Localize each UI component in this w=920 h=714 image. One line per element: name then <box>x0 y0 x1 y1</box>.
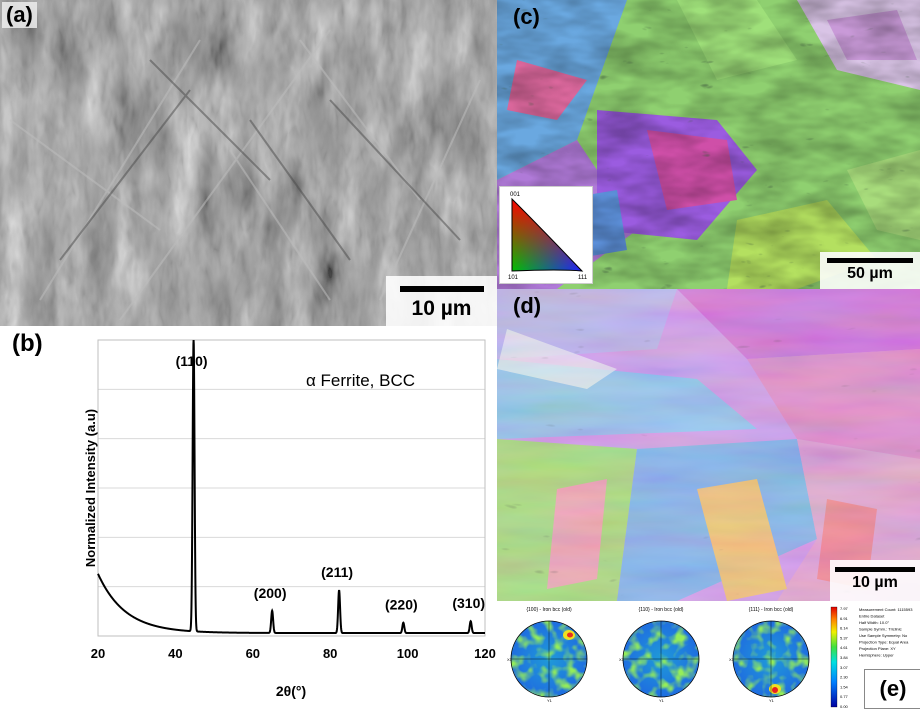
pole-figure-info-line: Use Sample Symmetry: No <box>859 633 908 638</box>
peak-label: (211) <box>321 564 353 580</box>
colorbar-tick-label: 3.84 <box>840 655 849 660</box>
axis-label-x1-1: X1 <box>507 657 513 662</box>
ipf-color-key: 001 101 111 <box>499 186 593 284</box>
scale-bar-box-d <box>830 560 920 601</box>
x-tick-label: 120 <box>474 646 496 661</box>
x-tick-label: 20 <box>91 646 105 661</box>
ebsd-map-d-panel: (d) 10 µm <box>497 289 920 601</box>
ipf-label-001: 001 <box>510 192 521 198</box>
ipf-triangle: 001 101 111 <box>508 192 588 281</box>
pole-figure-colorbar <box>830 606 838 708</box>
scale-bar-label-a: 10 µm <box>411 297 472 320</box>
phase-annotation: α Ferrite, BCC <box>306 371 415 390</box>
colorbar-tick-label: 5.37 <box>840 635 849 640</box>
xrd-chart: 20 40 60 80 100 120 (110) (200) (211) (220) (310)… <box>83 339 496 699</box>
colorbar-tick-label: 6.91 <box>840 616 849 621</box>
y-axis-label: Normalized Intensity (a.u) <box>83 409 98 567</box>
scale-bar-a <box>400 286 484 292</box>
x-tick-label: 60 <box>246 646 260 661</box>
plot-area-frame <box>97 339 486 637</box>
pole-figure-info-line: Sample Symm.: Triclinic <box>859 627 902 632</box>
scale-bar-box-a <box>386 276 497 326</box>
pole-figure-110 <box>622 620 700 698</box>
scale-bar-label-d: 10 µm <box>852 574 898 591</box>
x-tick-label: 80 <box>323 646 337 661</box>
pole-figure-111 <box>732 620 810 698</box>
colorbar-tick-label: 0.77 <box>840 694 849 699</box>
axis-label-y1-3: Y1 <box>769 698 775 703</box>
pole-figure-title-111: {111} - Iron bcc (old) <box>749 607 794 613</box>
peak-label: (310) <box>452 595 485 611</box>
x-tick-label: 40 <box>168 646 182 661</box>
ipf-label-101: 101 <box>508 275 519 281</box>
colorbar-tick-label: 4.61 <box>840 645 849 650</box>
peak-label: (110) <box>176 353 208 369</box>
axis-label-y1-1: Y1 <box>547 698 553 703</box>
ebsd-map-c-panel: 001 101 111 (c) 50 µm <box>497 0 920 289</box>
ipf-label-111: 111 <box>578 275 588 281</box>
pole-figure-100 <box>510 620 588 698</box>
pole-figure-info: Measurement Count: 1115593 Entire Dataset… <box>859 607 913 658</box>
chart-gridlines <box>98 388 485 588</box>
panel-label-c: (c) <box>513 4 540 29</box>
pole-figure-info-line: Projection Plane: XY <box>859 646 896 651</box>
sem-micrograph-image <box>0 0 497 326</box>
xrd-pattern-line <box>97 339 485 635</box>
colorbar-tick-label: 0.00 <box>840 704 849 709</box>
axis-label-y1-2: Y1 <box>659 698 665 703</box>
pole-figures-image: {100} - Iron bcc (old) {110} - Iron bcc … <box>507 606 913 709</box>
pole-figure-title-110: {110} - Iron bcc (old) <box>639 607 684 613</box>
x-tick-label: 100 <box>397 646 419 661</box>
pole-figure-info-line: Hemisphere: Upper <box>859 653 894 658</box>
pole-figure-info-line: Projection Type: Equal Area <box>859 640 909 645</box>
colorbar-tick-label: 3.07 <box>840 665 849 670</box>
peak-label: (200) <box>254 585 287 601</box>
axis-label-x1-2: X1 <box>619 657 625 662</box>
panel-label-e: (e) <box>864 669 920 709</box>
pole-figures-panel: {100} - Iron bcc (old) {110} - Iron bcc … <box>497 601 920 714</box>
scale-bar-d <box>835 567 915 572</box>
x-axis-label: 2θ(°) <box>276 683 306 699</box>
colorbar-tick-label: 6.14 <box>840 626 849 631</box>
ebsd-map-c-image <box>497 0 920 289</box>
scale-bar-c <box>827 258 913 263</box>
ebsd-map-d-image <box>497 289 920 601</box>
panel-label-a: (a) <box>2 2 37 28</box>
peak-label: (220) <box>385 597 418 613</box>
pole-figure-info-line: Measurement Count: 1115593 <box>859 607 913 612</box>
pole-figure-info-line: Entire Dataset <box>859 614 885 619</box>
colorbar-ticks: 7.97 6.91 6.14 5.37 4.61 3.84 3.07 2.30 1.54 0.77… <box>840 606 849 709</box>
pole-figure-info-line: Half Width: 10.0° <box>859 620 889 625</box>
colorbar-tick-label: 2.30 <box>840 675 849 680</box>
colorbar-tick-label: 1.54 <box>840 684 849 689</box>
axis-label-x1-3: X1 <box>729 657 735 662</box>
panel-label-b: (b) <box>12 330 43 357</box>
pole-figure-title-100: {100} - Iron bcc (old) <box>526 607 572 613</box>
colorbar-tick-label: 7.97 <box>840 606 849 611</box>
sem-micrograph-panel: (a) 10 µm <box>0 0 497 326</box>
scale-bar-label-c: 50 µm <box>847 265 893 282</box>
panel-label-d: (d) <box>513 293 542 318</box>
